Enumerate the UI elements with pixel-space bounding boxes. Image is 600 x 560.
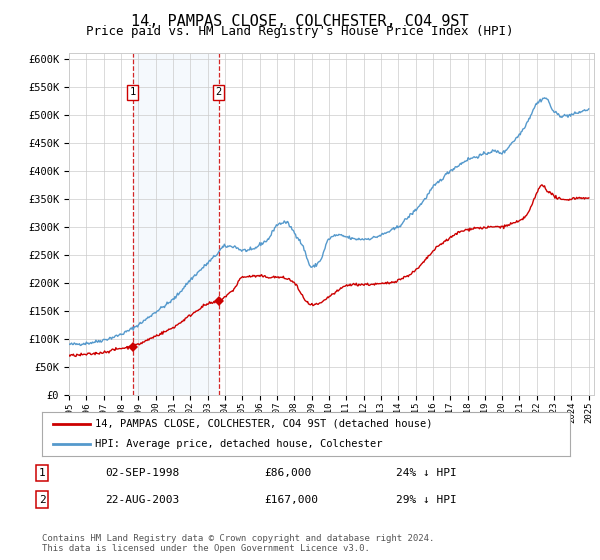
Text: 14, PAMPAS CLOSE, COLCHESTER, CO4 9ST (detached house): 14, PAMPAS CLOSE, COLCHESTER, CO4 9ST (d…: [95, 419, 432, 429]
Text: 22-AUG-2003: 22-AUG-2003: [105, 494, 179, 505]
Text: £86,000: £86,000: [264, 468, 311, 478]
Text: 24% ↓ HPI: 24% ↓ HPI: [396, 468, 457, 478]
Text: 1: 1: [130, 87, 136, 97]
Text: 1: 1: [38, 468, 46, 478]
Text: 02-SEP-1998: 02-SEP-1998: [105, 468, 179, 478]
Text: HPI: Average price, detached house, Colchester: HPI: Average price, detached house, Colc…: [95, 439, 382, 449]
Text: 2: 2: [38, 494, 46, 505]
Text: 14, PAMPAS CLOSE, COLCHESTER, CO4 9ST: 14, PAMPAS CLOSE, COLCHESTER, CO4 9ST: [131, 14, 469, 29]
Bar: [133, 53, 219, 395]
Text: Contains HM Land Registry data © Crown copyright and database right 2024.
This d: Contains HM Land Registry data © Crown c…: [42, 534, 434, 553]
Text: 2: 2: [215, 87, 222, 97]
Text: 29% ↓ HPI: 29% ↓ HPI: [396, 494, 457, 505]
Text: £167,000: £167,000: [264, 494, 318, 505]
Text: Price paid vs. HM Land Registry's House Price Index (HPI): Price paid vs. HM Land Registry's House …: [86, 25, 514, 38]
